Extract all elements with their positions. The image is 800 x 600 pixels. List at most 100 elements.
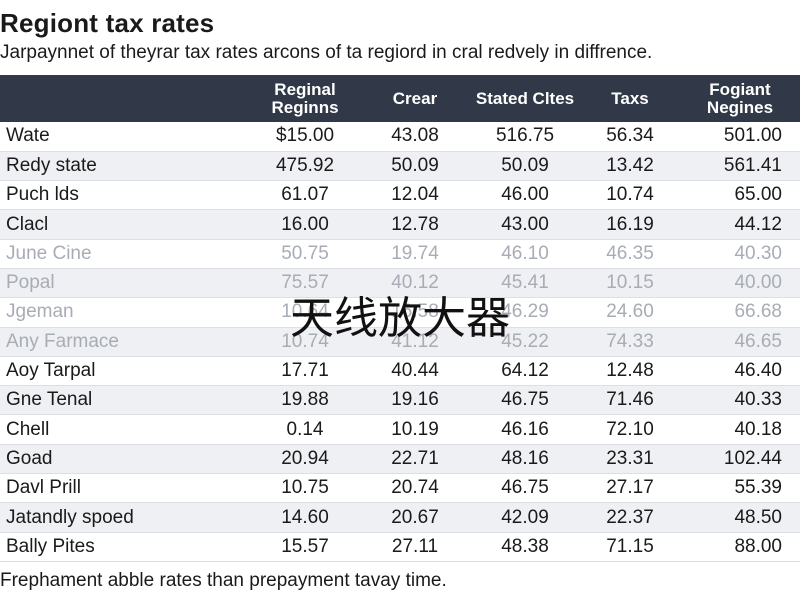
row-name-cell: Wate (6, 125, 50, 147)
footnote: Frephament abble rates than prepayment t… (0, 570, 447, 591)
value-cell: 16.19 (606, 213, 654, 235)
value-cell: 22.37 (606, 506, 654, 528)
value-cell: 40.12 (391, 272, 439, 294)
value-cell: 22.71 (391, 447, 439, 469)
value-cell: 10.74 (281, 330, 329, 352)
value-cell: 561.41 (723, 154, 782, 176)
value-cell: 10.64 (281, 301, 329, 323)
value-cell: 16.58 (391, 301, 439, 323)
value-cell: 27.11 (391, 535, 439, 557)
row-name-cell: Redy state (6, 154, 97, 176)
value-cell: 14.60 (281, 506, 329, 528)
value-cell: 19.16 (391, 389, 439, 411)
row-name-cell: Goad (6, 447, 53, 469)
value-cell: 72.10 (606, 418, 654, 440)
column-header-reginal-reginns: Reginal Reginns (271, 79, 339, 117)
row-name-cell: Davl Prill (6, 477, 81, 499)
table-row: Gne Tenal 19.88 19.16 46.75 71.46 40.33 (0, 385, 800, 415)
tax-rates-table: Reginal Reginns Crear Stated Cltes Taxs … (0, 75, 800, 562)
value-cell: 40.30 (734, 242, 782, 264)
table-row: Aoy Tarpal 17.71 40.44 64.12 12.48 46.40 (0, 356, 800, 386)
value-cell: 40.44 (391, 360, 439, 382)
value-cell: 45.41 (501, 272, 549, 294)
value-cell: 65.00 (734, 184, 782, 206)
value-cell: 43.00 (501, 213, 549, 235)
value-cell: 71.15 (606, 535, 654, 557)
value-cell: 64.12 (501, 360, 549, 382)
value-cell: 48.50 (734, 506, 782, 528)
table-row: Puch lds 61.07 12.04 46.00 10.74 65.00 (0, 181, 800, 210)
value-cell: 12.78 (391, 213, 439, 235)
value-cell: 23.31 (606, 447, 654, 469)
value-cell: 0.14 (286, 418, 324, 440)
row-name-cell: June Cine (6, 242, 92, 264)
value-cell: 24.60 (606, 301, 654, 323)
value-cell: 516.75 (495, 125, 555, 147)
value-cell: 55.39 (734, 477, 782, 499)
value-cell: 61.07 (281, 184, 329, 206)
value-cell: 46.40 (734, 360, 782, 382)
value-cell: 19.74 (391, 242, 439, 264)
column-header-name (0, 75, 250, 122)
column-header-stated-cltes: Stated Cltes (475, 88, 575, 108)
value-cell: 46.00 (501, 184, 549, 206)
table-body: Wate $15.00 43.08 516.75 56.34 501.00 Redy sta… (0, 122, 800, 562)
value-cell: 102.44 (723, 447, 782, 469)
row-name-cell: Chell (6, 418, 50, 440)
value-cell: 27.17 (606, 477, 654, 499)
value-cell: 20.74 (391, 477, 439, 499)
value-cell: 41.12 (391, 330, 439, 352)
value-cell: 46.75 (501, 477, 549, 499)
value-cell: 20.67 (391, 506, 439, 528)
value-cell: 75.57 (281, 272, 329, 294)
value-cell: 66.68 (734, 301, 782, 323)
value-cell: 46.29 (501, 301, 549, 323)
value-cell: 20.94 (281, 447, 329, 469)
table-row: Jatandly spoed 14.60 20.67 42.09 22.37 48.50 (0, 502, 800, 533)
value-cell: 46.35 (606, 242, 654, 264)
value-cell: 45.22 (501, 330, 549, 352)
table-row: Any Farmace 10.74 41.12 45.22 74.33 46.65 (0, 327, 800, 357)
value-cell: 16.00 (281, 213, 329, 235)
value-cell: 40.18 (734, 418, 782, 440)
value-cell: 48.38 (501, 535, 549, 557)
value-cell: 48.16 (501, 447, 549, 469)
table-row: Clacl 16.00 12.78 43.00 16.19 44.12 (0, 209, 800, 240)
row-name-cell: Jgeman (6, 301, 74, 323)
value-cell: 40.33 (734, 389, 782, 411)
value-cell: 13.42 (606, 154, 654, 176)
table-row: Wate $15.00 43.08 516.75 56.34 501.00 (0, 122, 800, 152)
value-cell: 50.09 (391, 154, 439, 176)
column-header-taxs: Taxs (611, 88, 649, 108)
table-header: Reginal Reginns Crear Stated Cltes Taxs … (0, 75, 800, 122)
value-cell: 12.48 (606, 360, 654, 382)
row-name-cell: Clacl (6, 213, 49, 235)
value-cell: 10.19 (391, 418, 439, 440)
value-cell: 40.00 (734, 272, 782, 294)
table-row: Davl Prill 10.75 20.74 46.75 27.17 55.39 (0, 474, 800, 503)
value-cell: 475.92 (275, 154, 335, 176)
row-name-cell: Jatandly spoed (6, 506, 134, 528)
value-cell: 74.33 (606, 330, 654, 352)
table-row: Goad 20.94 22.71 48.16 23.31 102.44 (0, 444, 800, 474)
value-cell: 71.46 (606, 389, 654, 411)
row-name-cell: Puch lds (6, 184, 79, 206)
value-cell: 12.04 (391, 184, 439, 206)
value-cell: $15.00 (275, 125, 335, 147)
value-cell: 43.08 (391, 125, 439, 147)
value-cell: 88.00 (734, 535, 782, 557)
value-cell: 42.09 (501, 506, 549, 528)
value-cell: 10.74 (606, 184, 654, 206)
table-row: Chell 0.14 10.19 46.16 72.10 40.18 (0, 415, 800, 445)
value-cell: 46.65 (734, 330, 782, 352)
column-header-crear: Crear (392, 88, 438, 108)
column-header-fogiant-negines: Fogiant Negines (706, 79, 774, 117)
page-subtitle: Jarpaynnet of theyrar tax rates arcons o… (0, 42, 653, 63)
value-cell: 10.15 (606, 272, 654, 294)
table-row: Bally Pites 15.57 27.11 48.38 71.15 88.00 (0, 532, 800, 562)
table-row: June Cine 50.75 19.74 46.10 46.35 40.30 (0, 239, 800, 269)
value-cell: 17.71 (281, 360, 329, 382)
row-name-cell: Aoy Tarpal (6, 360, 96, 382)
table-row: Popal 75.57 40.12 45.41 10.15 40.00 (0, 268, 800, 298)
